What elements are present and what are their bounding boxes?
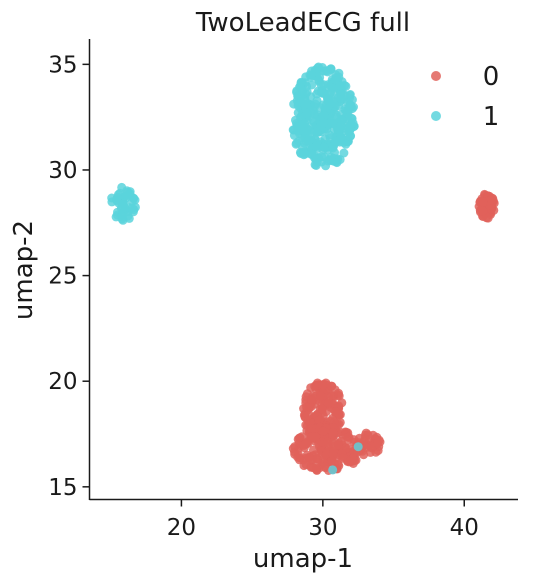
series-1-point: [341, 139, 351, 149]
series-0-point: [307, 395, 316, 404]
series-1-point: [289, 99, 299, 109]
series-1-point: [323, 67, 333, 77]
series-1-point: [333, 136, 343, 146]
series-0-point: [308, 432, 318, 442]
series-1-point: [304, 135, 314, 145]
y-axis-label: umap-2: [9, 220, 39, 320]
legend: 01: [431, 62, 499, 132]
series-0-point: [373, 438, 383, 448]
y-tick-label: 20: [48, 369, 77, 395]
x-tick-label: 40: [450, 515, 479, 541]
series-1-point: [341, 81, 351, 91]
series-0-point: [290, 449, 300, 459]
series-0-point: [327, 456, 337, 466]
series-0-point: [323, 437, 333, 447]
series-1-point: [313, 75, 323, 85]
y-tick-label: 15: [48, 475, 77, 501]
x-tick-label: 30: [308, 515, 337, 541]
series-1-point: [318, 118, 328, 128]
series-0-point: [305, 453, 315, 463]
series-0-point: [317, 404, 327, 414]
series-0-point: [302, 402, 312, 412]
series-0-point: [303, 439, 313, 448]
series-1-point: [310, 153, 319, 163]
series-1-point: [125, 203, 135, 213]
series-0-point: [343, 432, 353, 442]
series-0-point: [311, 464, 321, 474]
tick-layer: 20 30 40 15 20 25 30 35: [48, 52, 479, 541]
series-0-point: [333, 440, 343, 450]
series-1-point: [326, 117, 336, 127]
series-1-point: [310, 99, 320, 109]
series-1-point: [293, 91, 303, 101]
series-1-point: [311, 161, 321, 170]
series-1-point: [299, 122, 309, 132]
series-0-point: [318, 380, 328, 390]
legend-marker-1: [431, 111, 441, 121]
series-1-point: [344, 127, 354, 137]
series-1-point: [334, 101, 344, 111]
series-0-point: [330, 407, 340, 417]
series-0-point: [328, 427, 338, 437]
series-0-point: [310, 381, 320, 391]
series-0-point: [324, 398, 333, 408]
y-tick-label: 30: [48, 158, 77, 184]
series-1-point: [353, 442, 363, 452]
series-1-point: [345, 100, 355, 110]
series-0-point: [316, 391, 325, 401]
series-1-point: [295, 82, 305, 92]
series-1-point: [323, 80, 333, 89]
series-0-point: [320, 462, 330, 472]
series-0-point: [478, 206, 488, 216]
series-1-point: [334, 68, 344, 78]
series-1-point: [122, 186, 132, 196]
series-0-point: [304, 410, 314, 420]
series-0-point: [338, 453, 347, 463]
series-1-point: [326, 98, 336, 108]
series-0-point: [360, 430, 370, 440]
y-tick-label: 35: [48, 52, 77, 78]
legend-label-1: 1: [483, 102, 500, 132]
series-1-point: [300, 100, 310, 110]
series-1-point: [312, 127, 322, 137]
series-1-point: [325, 88, 335, 98]
series-1-point: [299, 150, 309, 160]
series-0-point: [334, 388, 343, 398]
x-axis-label: umap-1: [253, 544, 353, 574]
series-1-point: [328, 465, 338, 475]
series-1-point: [336, 89, 346, 99]
series-1-point: [313, 86, 323, 96]
chart-title: TwoLeadECG full: [195, 8, 410, 38]
y-tick-label: 25: [48, 264, 77, 290]
legend-marker-0: [431, 71, 441, 81]
series-0-point: [293, 434, 303, 444]
legend-label-0: 0: [483, 62, 500, 92]
series-0-point: [313, 454, 322, 464]
x-tick-label: 20: [167, 515, 196, 541]
point-layer: [107, 62, 499, 475]
series-1-point: [339, 148, 349, 158]
series-1-point: [112, 193, 122, 202]
series-0-point: [487, 195, 496, 205]
series-1-point: [348, 118, 358, 128]
series-1-point: [306, 72, 316, 82]
series-0-point: [318, 426, 328, 436]
series-1-point: [332, 158, 342, 168]
series-0-point: [314, 415, 324, 425]
series-0-point: [344, 457, 354, 467]
series-1-point: [313, 63, 323, 73]
series-0-point: [309, 445, 318, 455]
series-0-point: [368, 430, 378, 440]
series-1-point: [319, 142, 329, 152]
series-0-point: [478, 197, 488, 207]
series-1-point: [117, 211, 127, 221]
